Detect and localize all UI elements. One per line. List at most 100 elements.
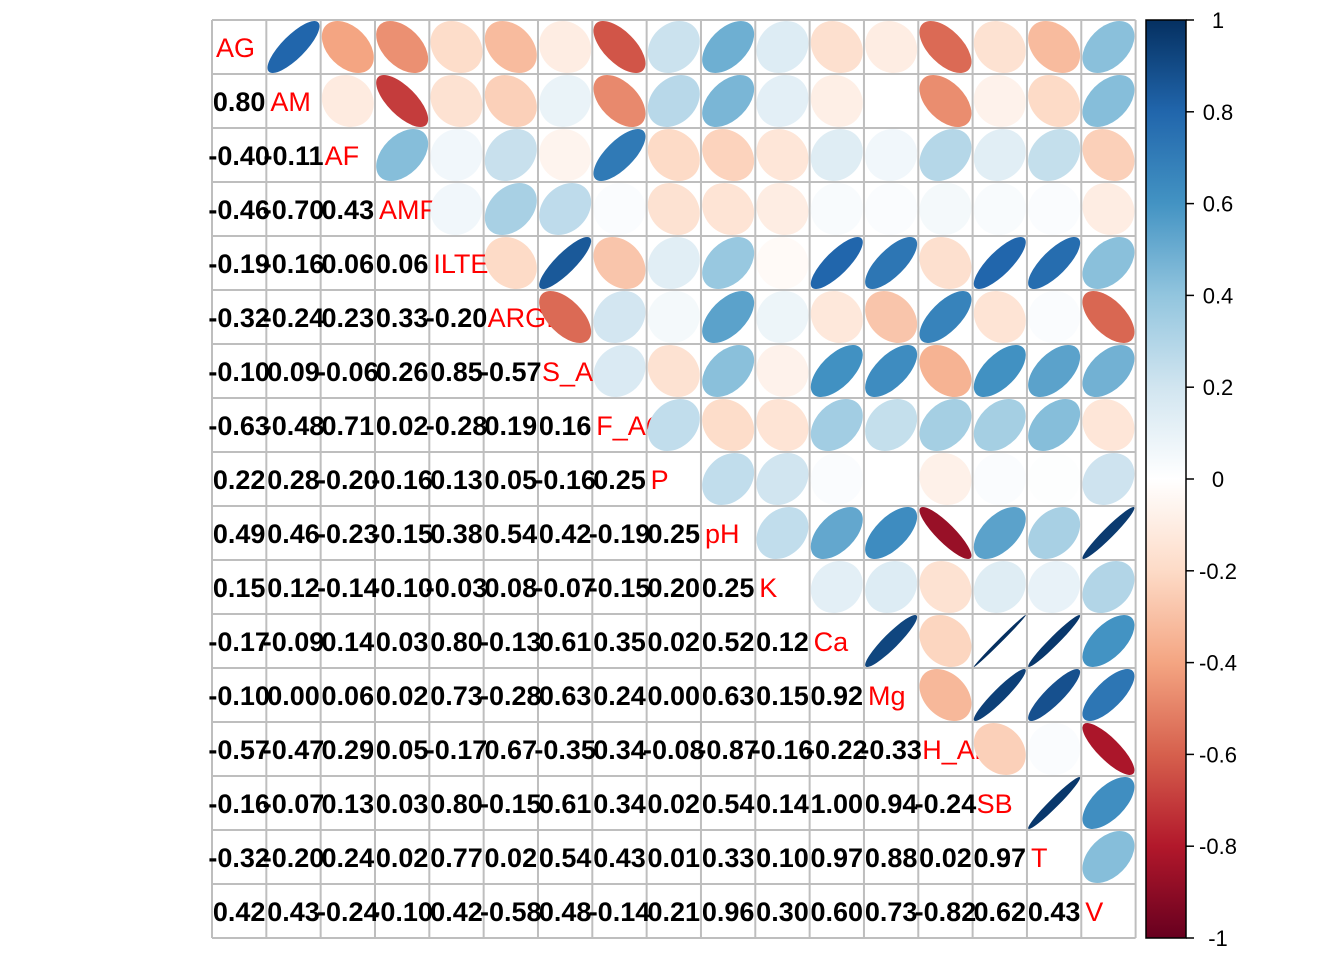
variable-label-af: AF <box>325 141 360 171</box>
ellipse-ag-f_ag <box>593 20 646 73</box>
corr-value: 0.23 <box>322 303 375 333</box>
corr-value: 0.09 <box>267 357 320 387</box>
ellipse-ca-mg <box>865 615 918 668</box>
corr-value: -0.82 <box>915 897 977 927</box>
corr-value: 0.02 <box>376 411 429 441</box>
ellipse-amf-sb <box>973 183 1026 236</box>
colorbar-tick-label: -0.4 <box>1199 651 1237 676</box>
corr-value: 0.67 <box>485 735 538 765</box>
ellipse-s_a-k <box>756 345 809 398</box>
ellipse-am-t <box>1028 75 1081 128</box>
corr-value: -0.40 <box>208 141 270 171</box>
corr-value: 0.15 <box>213 573 266 603</box>
corr-value: 0.73 <box>430 681 483 711</box>
corr-value: -0.08 <box>643 735 705 765</box>
corr-value: 0.24 <box>593 681 646 711</box>
ellipse-h_al-v <box>1082 722 1135 775</box>
ellipse-ag-p <box>647 21 700 74</box>
corr-value: 0.35 <box>593 627 646 657</box>
corr-value: 0.12 <box>267 573 320 603</box>
corr-value: 0.10 <box>756 843 809 873</box>
ellipse-af-ca <box>810 128 863 181</box>
corr-value: -0.48 <box>263 411 325 441</box>
corr-value: -0.11 <box>263 141 323 171</box>
ellipse-f_ag-p <box>647 399 700 452</box>
corr-value: -0.23 <box>317 519 379 549</box>
ellipse-sb-v <box>1082 777 1135 830</box>
colorbar-tick-label: 1 <box>1212 8 1224 33</box>
ellipse-amf-f_ag <box>593 183 646 236</box>
ellipse-ph-h_al <box>919 507 972 560</box>
ellipse-ag-v <box>1082 20 1135 73</box>
ellipse-am-amf <box>376 75 429 128</box>
corr-value: 0.48 <box>539 897 592 927</box>
corr-value: 0.97 <box>974 843 1027 873</box>
corr-value: 0.19 <box>485 411 538 441</box>
corr-value: 0.63 <box>702 681 755 711</box>
corr-value: -0.15 <box>371 519 433 549</box>
ellipse-amf-ca <box>810 183 863 236</box>
ellipse-p-ph <box>702 453 755 506</box>
matrix-cells: AG0.80 AM-0.40-0.11 AF-0.46-0.700.43 AMF-0.… <box>208 19 1137 939</box>
corr-value: 0.42 <box>539 519 592 549</box>
corr-value: 0.62 <box>974 897 1027 927</box>
corr-value: -0.24 <box>263 303 325 333</box>
corr-value: 0.38 <box>430 519 483 549</box>
variable-label-s-a: S_A <box>542 357 593 387</box>
ellipse-ph-ca <box>810 506 863 560</box>
ellipse-am-s_a <box>539 74 592 127</box>
corr-value: -0.16 <box>534 465 596 495</box>
ellipse-s_a-ph <box>702 345 755 398</box>
ellipse-ag-am <box>267 21 320 74</box>
ellipse-s_a-mg <box>865 345 918 397</box>
ellipse-s_a-v <box>1082 345 1135 398</box>
corr-value: -0.06 <box>317 357 379 387</box>
corr-value: 0.52 <box>702 627 755 657</box>
ellipse-t-v <box>1082 830 1135 883</box>
ellipse-ag-h_al <box>919 21 972 74</box>
corr-value: 0.21 <box>648 897 701 927</box>
corr-value: 0.06 <box>376 249 429 279</box>
ellipse-ag-s_a <box>539 20 592 73</box>
ellipse-af-s_a <box>539 129 592 182</box>
ellipse-af-ilte <box>430 129 483 182</box>
ellipse-ph-t <box>1028 506 1081 559</box>
ellipse-mg-v <box>1082 668 1135 721</box>
ellipse-h_al-sb <box>973 722 1026 775</box>
ellipse-f_ag-ca <box>810 399 863 452</box>
corr-value: -0.15 <box>480 789 542 819</box>
ellipse-s_a-p <box>647 344 700 397</box>
ellipse-amf-v <box>1082 182 1135 235</box>
corr-value: -0.24 <box>317 897 379 927</box>
corr-value: 0.22 <box>213 465 266 495</box>
ellipse-am-ca <box>810 75 863 128</box>
ellipse-ag-t <box>1028 21 1081 74</box>
corr-value: 0.97 <box>811 843 864 873</box>
variable-label-t: T <box>1031 843 1048 873</box>
corr-value: -0.32 <box>208 843 270 873</box>
corr-value: 0.71 <box>322 411 375 441</box>
corr-value: -0.13 <box>480 627 542 657</box>
ellipse-f_ag-sb <box>973 398 1026 451</box>
ellipse-amf-ilte <box>430 183 483 236</box>
corr-value: 0.43 <box>593 843 646 873</box>
corr-value: 0.00 <box>648 681 701 711</box>
ellipse-am-ph <box>702 74 755 127</box>
ellipse-ag-k <box>756 21 809 74</box>
corr-value: -0.63 <box>208 411 270 441</box>
corr-value: -0.03 <box>426 573 488 603</box>
ellipse-f_ag-v <box>1082 399 1135 452</box>
ellipse-af-mg <box>865 128 918 181</box>
corr-value: 0.25 <box>702 573 755 603</box>
corr-value: 0.02 <box>648 789 701 819</box>
ellipse-amf-t <box>1028 182 1081 235</box>
corr-value: 0.61 <box>539 627 592 657</box>
corr-value: -0.07 <box>534 573 596 603</box>
corr-value: 0.61 <box>539 789 592 819</box>
ellipse-ag-ilte <box>430 21 483 74</box>
ellipse-ag-sb <box>973 20 1026 73</box>
corr-value: -0.10 <box>371 897 433 927</box>
ellipse-argila-h_al <box>919 291 972 344</box>
corr-value: 1.00 <box>811 789 864 819</box>
variable-label-h-al: H_Al <box>922 735 981 765</box>
